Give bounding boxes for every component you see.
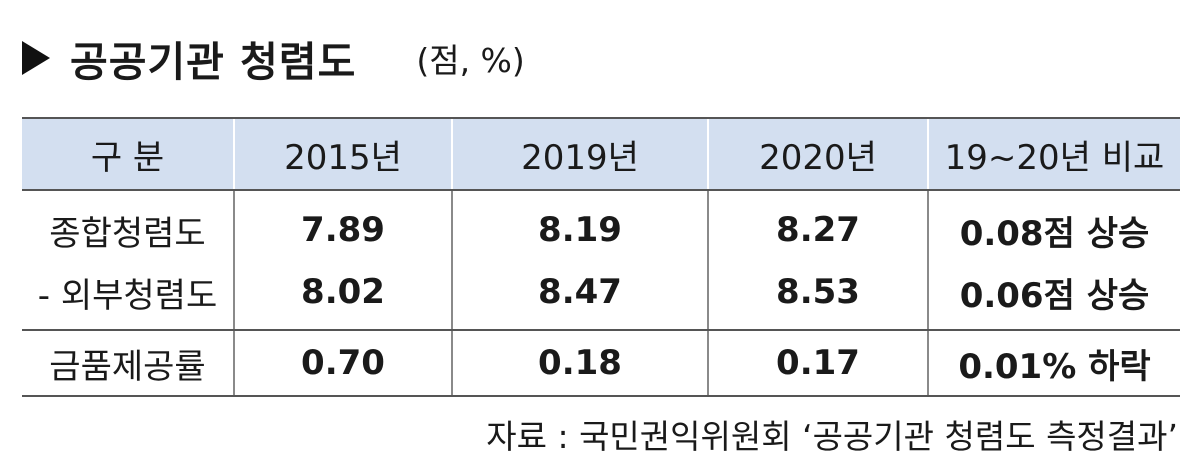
cell-2020: 0.17 <box>707 330 928 397</box>
triangle-bullet-icon <box>22 41 50 75</box>
integrity-table: 구 분 2015년 2019년 2020년 19~20년 비교 종합청렴도 7.… <box>22 117 1180 397</box>
header-2019: 2019년 <box>451 117 708 191</box>
cell-comparison: 0.06점 상승 <box>927 261 1180 331</box>
header-2020: 2020년 <box>707 117 928 191</box>
cell-2019: 8.19 <box>451 190 708 261</box>
cell-comparison: 0.08점 상승 <box>927 190 1180 261</box>
cell-2015: 7.89 <box>233 190 452 261</box>
header-comparison: 19~20년 비교 <box>927 117 1180 191</box>
title-row: 공공기관 청렴도 (점, %) <box>22 28 525 88</box>
table-row: - 외부청렴도 8.02 8.47 8.53 0.06점 상승 <box>22 261 1180 331</box>
header-2015: 2015년 <box>233 117 452 191</box>
row-label: 종합청렴도 <box>49 213 206 254</box>
cell-2020: 8.27 <box>707 190 928 261</box>
cell-2015: 8.02 <box>233 261 452 331</box>
cell-comparison: 0.01% 하락 <box>927 330 1180 397</box>
source-note: 자료 : 국민권익위원회 ‘공공기관 청렴도 측정결과’ <box>486 417 1178 456</box>
cell-2019: 8.47 <box>451 261 708 331</box>
cell-2015: 0.70 <box>233 330 452 397</box>
table-row: 금품제공률 0.70 0.18 0.17 0.01% 하락 <box>22 330 1180 397</box>
header-category: 구 분 <box>22 117 234 191</box>
row-label: - 외부청렴도 <box>22 261 234 331</box>
unit-label: (점, %) <box>416 41 525 80</box>
table-header-row: 구 분 2015년 2019년 2020년 19~20년 비교 <box>22 117 1180 191</box>
cell-2019: 0.18 <box>451 330 708 397</box>
document-title: 공공기관 청렴도 <box>70 38 357 86</box>
cell-2020: 8.53 <box>707 261 928 331</box>
row-label: 금품제공률 <box>22 330 234 397</box>
table-row: 종합청렴도 7.89 8.19 8.27 0.08점 상승 <box>22 190 1180 261</box>
